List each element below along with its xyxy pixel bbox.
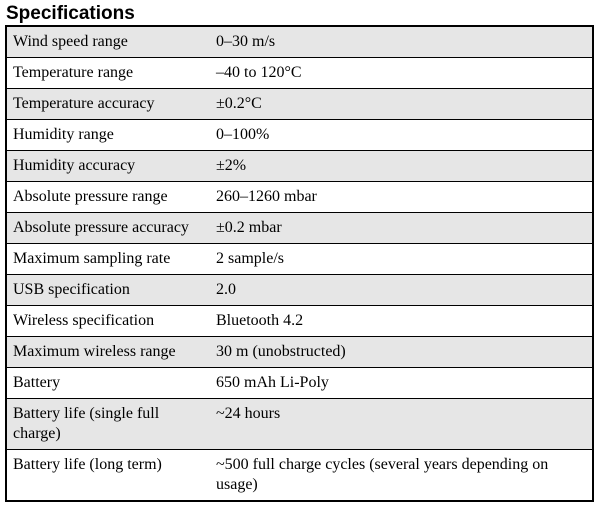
spec-label: Humidity range (5, 119, 210, 151)
spec-label: Wind speed range (5, 25, 210, 58)
spec-label: Battery life (single full charge) (5, 398, 210, 450)
specifications-table: Wind speed range 0–30 m/s Temperature ra… (5, 25, 594, 502)
spec-row-wind-speed-range: Wind speed range 0–30 m/s (5, 25, 594, 58)
spec-row-battery: Battery 650 mAh Li-Poly (5, 367, 594, 399)
spec-row-wireless-specification: Wireless specification Bluetooth 4.2 (5, 305, 594, 337)
spec-row-humidity-accuracy: Humidity accuracy ±2% (5, 150, 594, 182)
spec-label: Absolute pressure range (5, 181, 210, 213)
spec-label: Temperature accuracy (5, 88, 210, 120)
spec-value: ±0.2°C (210, 88, 594, 120)
spec-value: ~24 hours (210, 398, 594, 450)
spec-value: ±2% (210, 150, 594, 182)
spec-row-maximum-sampling-rate: Maximum sampling rate 2 sample/s (5, 243, 594, 275)
spec-value: 260–1260 mbar (210, 181, 594, 213)
spec-value: 650 mAh Li-Poly (210, 367, 594, 399)
section-heading: Specifications (6, 3, 135, 24)
spec-label: Wireless specification (5, 305, 210, 337)
spec-value: 30 m (unobstructed) (210, 336, 594, 368)
spec-row-absolute-pressure-range: Absolute pressure range 260–1260 mbar (5, 181, 594, 213)
spec-value: ±0.2 mbar (210, 212, 594, 244)
spec-row-battery-life-long-term: Battery life (long term) ~500 full charg… (5, 449, 594, 502)
spec-label: Humidity accuracy (5, 150, 210, 182)
spec-value: 2 sample/s (210, 243, 594, 275)
spec-value: 0–100% (210, 119, 594, 151)
spec-row-humidity-range: Humidity range 0–100% (5, 119, 594, 151)
spec-value: 2.0 (210, 274, 594, 306)
spec-value: ~500 full charge cycles (several years d… (210, 449, 594, 502)
spec-value: 0–30 m/s (210, 25, 594, 58)
spec-row-temperature-range: Temperature range –40 to 120°C (5, 57, 594, 89)
spec-row-absolute-pressure-accuracy: Absolute pressure accuracy ±0.2 mbar (5, 212, 594, 244)
spec-row-temperature-accuracy: Temperature accuracy ±0.2°C (5, 88, 594, 120)
spec-label: Battery (5, 367, 210, 399)
spec-value: –40 to 120°C (210, 57, 594, 89)
spec-label: Absolute pressure accuracy (5, 212, 210, 244)
spec-label: Battery life (long term) (5, 449, 210, 502)
spec-row-maximum-wireless-range: Maximum wireless range 30 m (unobstructe… (5, 336, 594, 368)
spec-row-battery-life-single-charge: Battery life (single full charge) ~24 ho… (5, 398, 594, 450)
spec-value: Bluetooth 4.2 (210, 305, 594, 337)
spec-label: Maximum wireless range (5, 336, 210, 368)
spec-label: Temperature range (5, 57, 210, 89)
specifications-table-body: Wind speed range 0–30 m/s Temperature ra… (5, 25, 594, 502)
spec-row-usb-specification: USB specification 2.0 (5, 274, 594, 306)
spec-label: Maximum sampling rate (5, 243, 210, 275)
spec-label: USB specification (5, 274, 210, 306)
